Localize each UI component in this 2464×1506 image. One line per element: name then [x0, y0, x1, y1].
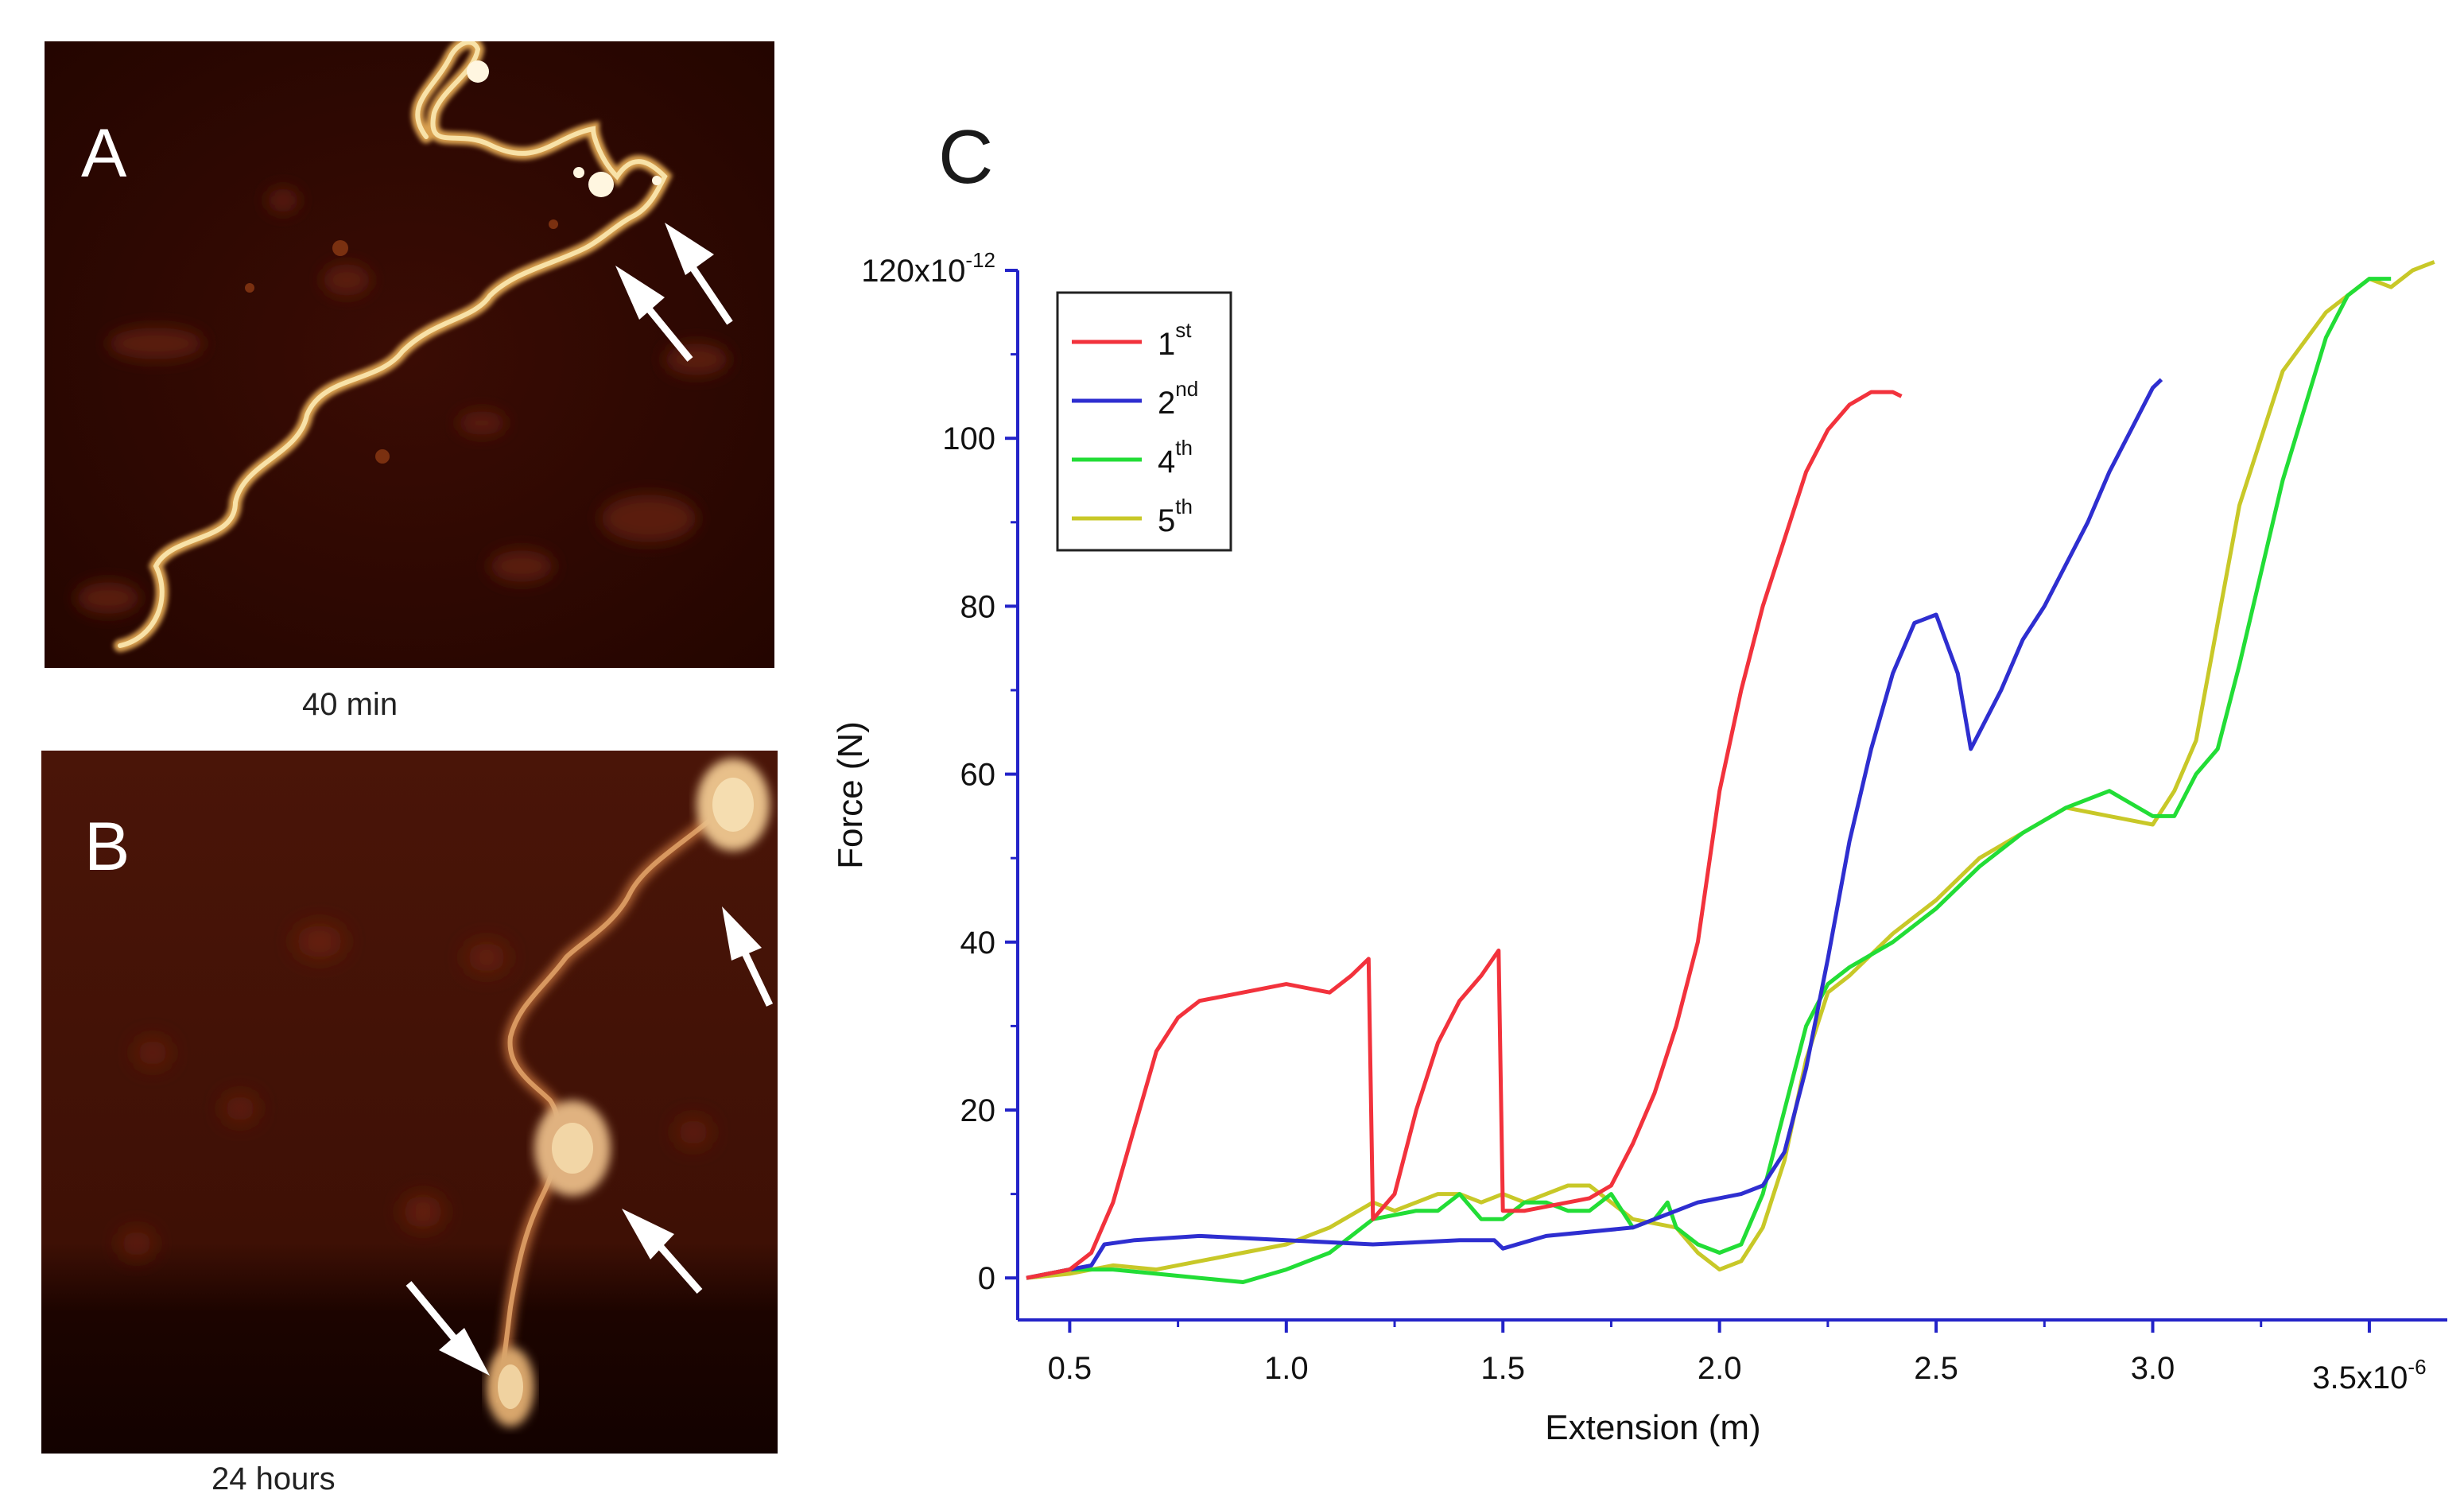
legend: 1st 2nd 4th 5th: [1056, 291, 1232, 552]
background-specks: [76, 188, 728, 614]
y-tick-label: 20: [960, 1093, 996, 1128]
panel-b: B: [41, 751, 778, 1454]
x-tick-label: 3.0: [2131, 1351, 2175, 1386]
legend-entry: 1st: [1158, 318, 1192, 362]
x-axis-label: Extension (m): [1545, 1408, 1760, 1447]
y-tick-label: 80: [960, 589, 996, 624]
arrow-icon: [665, 223, 733, 325]
panel-letter-c: C: [938, 115, 993, 200]
x-tick-label: 0.5: [1048, 1351, 1092, 1386]
caption-a: 40 min: [302, 687, 398, 722]
x-scale-label: 3.5x10-6: [2312, 1355, 2426, 1395]
panel-letter-b: B: [84, 809, 130, 885]
arrow-icon: [722, 906, 774, 1007]
x-tick-label: 2.5: [1914, 1351, 1958, 1386]
chart-axes: 0 20 40 60 80 100 120x10-12 0.5 1.0 1.5 2.0 2.5 3.0 3…: [831, 248, 2447, 1447]
x-tick-label: 1.0: [1264, 1351, 1309, 1386]
legend-entry: 2nd: [1158, 377, 1198, 421]
chart-series: [1026, 260, 2435, 1284]
afm-image-24hours: B: [41, 751, 778, 1454]
x-tick-label: 2.0: [1698, 1351, 1742, 1386]
legend-box: [1056, 291, 1232, 552]
panel-letter-a: A: [81, 115, 127, 192]
y-tick-label: 100: [942, 421, 995, 456]
series-line-2nd: [1026, 378, 2163, 1280]
caption-b: 24 hours: [211, 1461, 336, 1496]
panel-a: A: [45, 36, 774, 668]
x-tick-label: 1.5: [1480, 1351, 1525, 1386]
y-scale-label: 120x10-12: [861, 248, 995, 289]
arrow-icon: [405, 1281, 490, 1376]
series-line-5th: [1026, 260, 2435, 1280]
bright-spot: [467, 60, 489, 83]
arrow-icon: [615, 266, 693, 362]
series-line-1st: [1026, 390, 1903, 1280]
arrow-icon: [622, 1209, 703, 1294]
y-tick-label: 40: [960, 926, 996, 961]
series-line-4th: [1026, 277, 2392, 1284]
particles: [245, 219, 558, 464]
afm-image-40min: A: [45, 36, 774, 668]
legend-entry: 4th: [1158, 436, 1193, 479]
legend-entry: 5th: [1158, 495, 1193, 538]
background-specks: [121, 926, 709, 1256]
y-axis-label: Force (N): [831, 721, 870, 869]
y-tick-label: 0: [978, 1261, 995, 1296]
y-tick-label: 60: [960, 758, 996, 793]
